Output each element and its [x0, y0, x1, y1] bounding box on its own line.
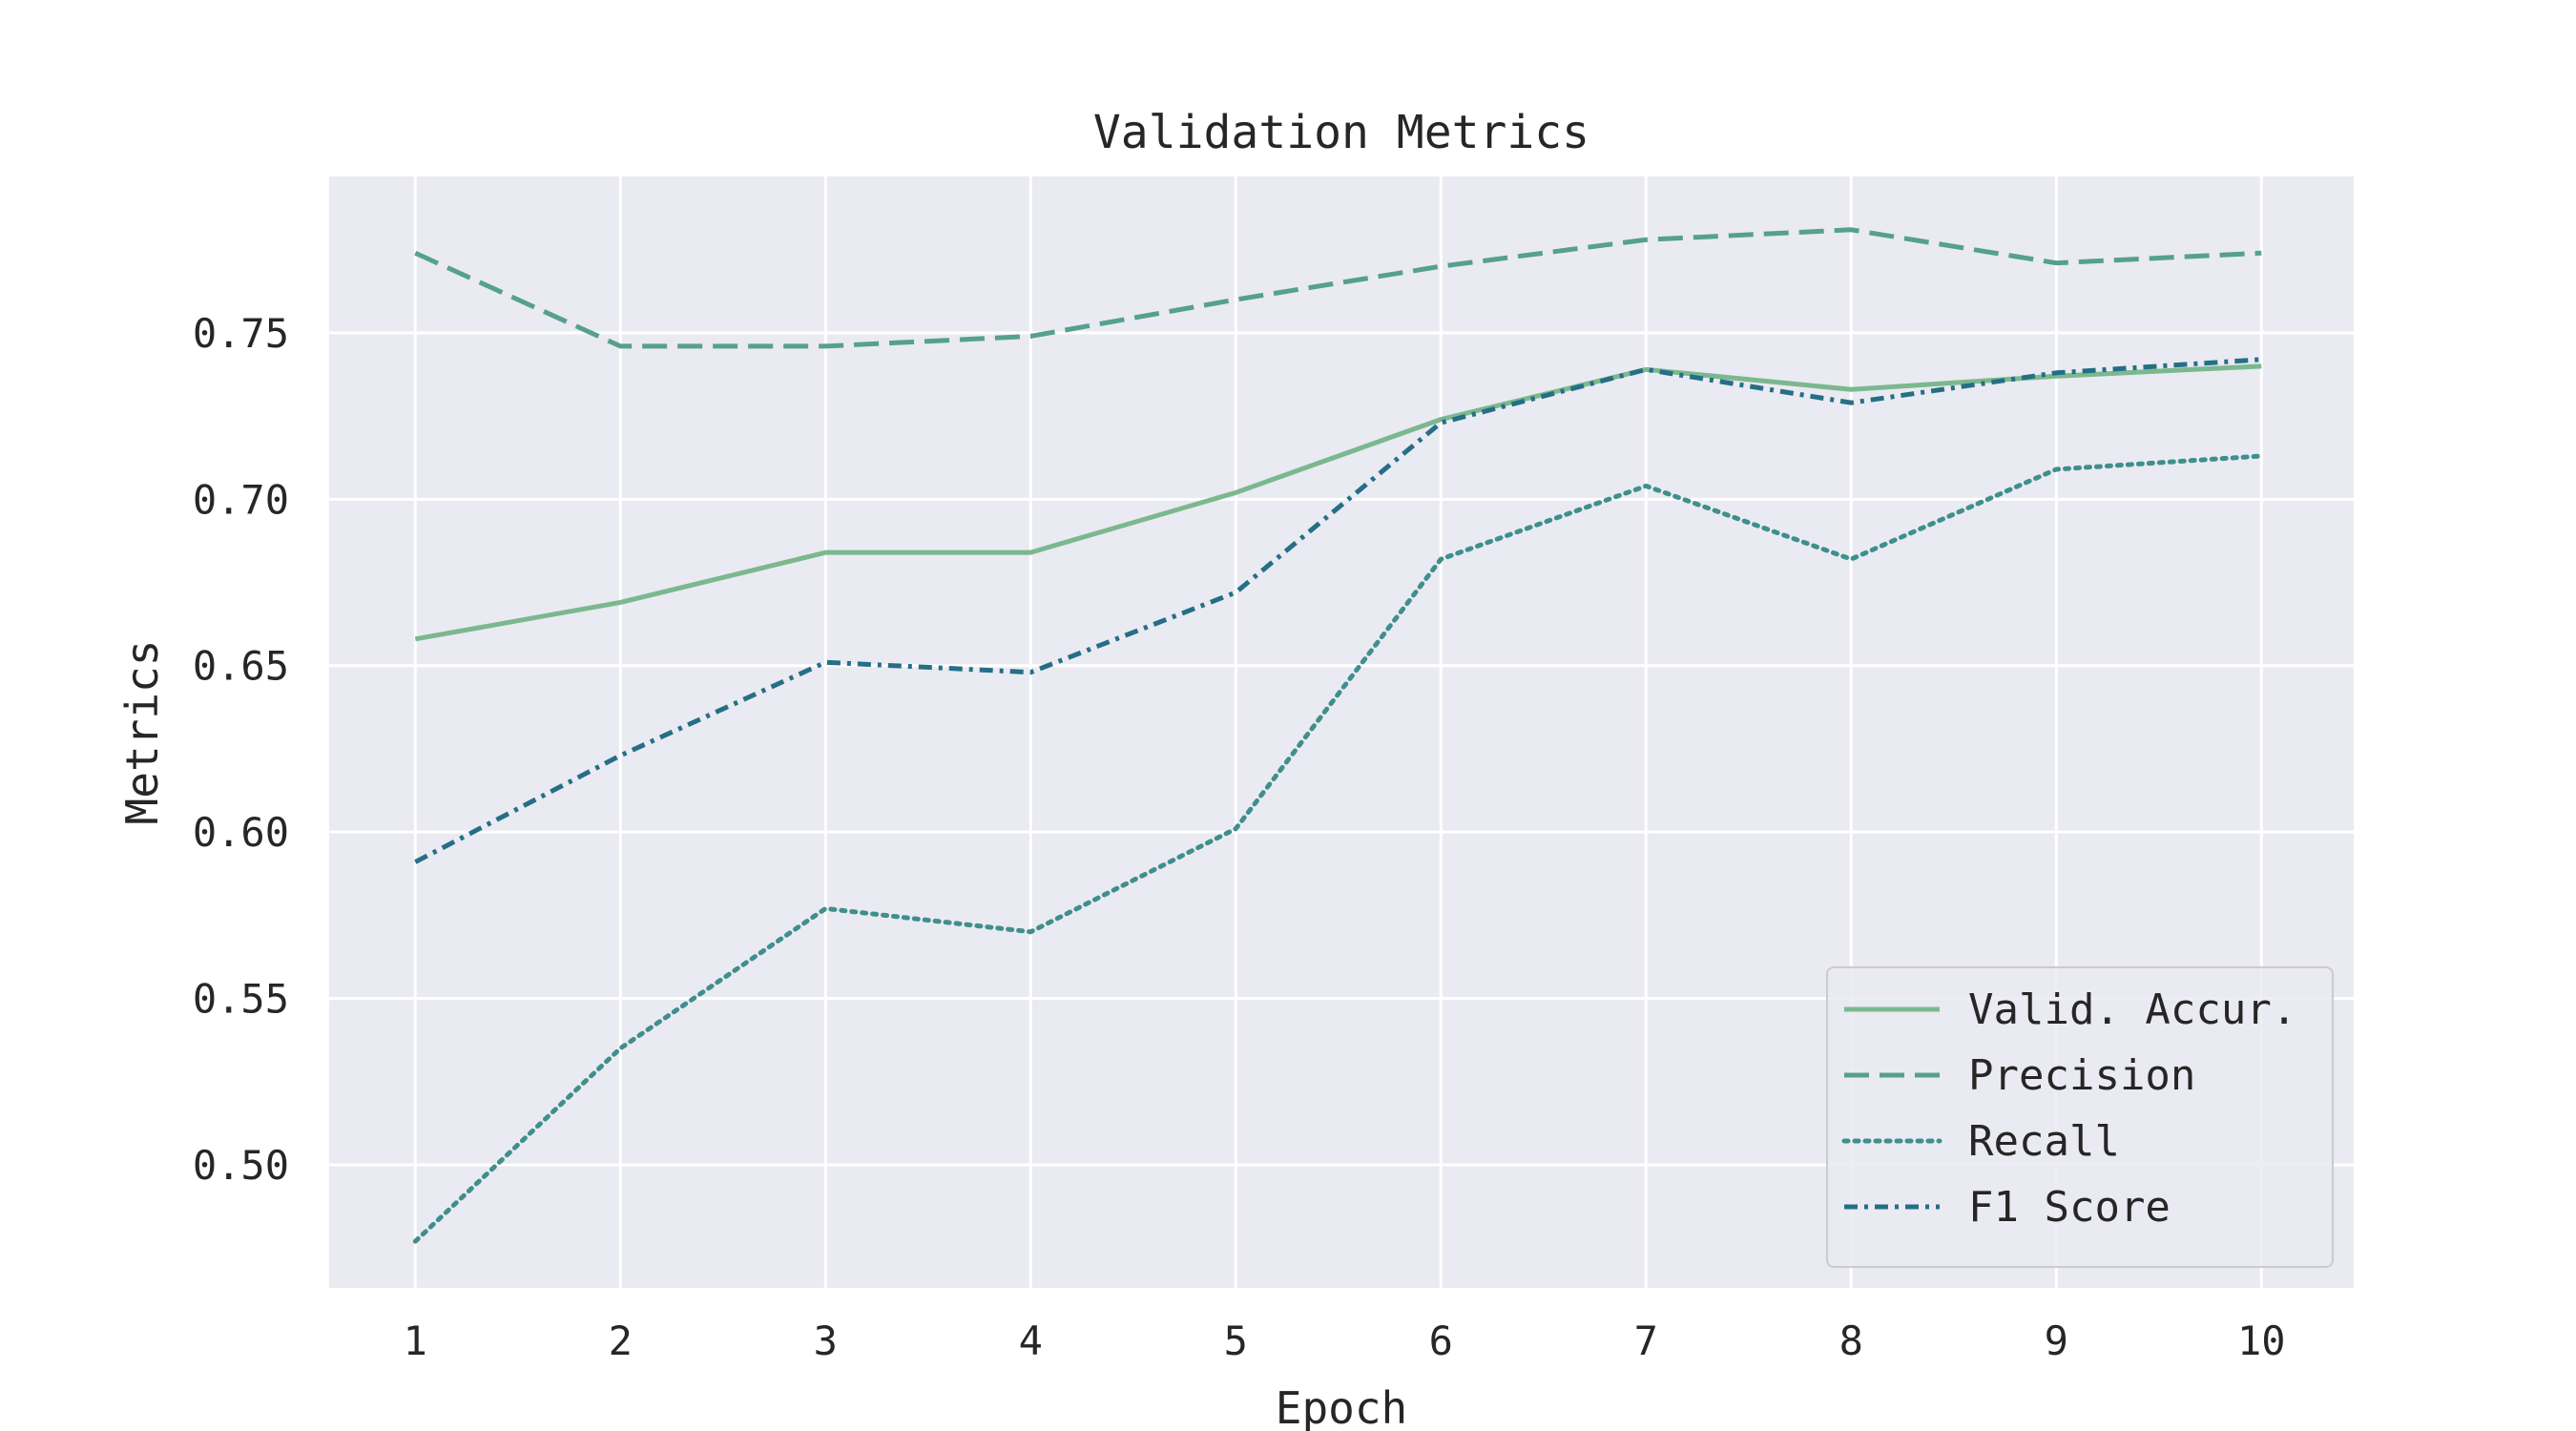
x-tick-label: 5	[1224, 1317, 1248, 1364]
y-tick-label: 0.65	[193, 643, 289, 690]
x-tick-label: 3	[814, 1317, 838, 1364]
x-tick-label: 8	[1839, 1317, 1863, 1364]
x-tick-label: 2	[609, 1317, 633, 1364]
chart-title: Validation Metrics	[1093, 106, 1589, 159]
legend-label: Valid. Accur.	[1968, 985, 2296, 1034]
y-tick-label: 0.70	[193, 476, 289, 523]
series-line	[414, 363, 2262, 642]
y-tick-label: 0.55	[193, 976, 289, 1023]
series-f1-score	[414, 357, 2262, 864]
series-layer	[412, 227, 2264, 1244]
x-tick-label: 6	[1429, 1317, 1453, 1364]
y-tick-labels: 0.50 0.55 0.60 0.65 0.70 0.75	[193, 310, 289, 1189]
legend: Valid. Accur. Precision Recall F1 Score	[1826, 966, 2334, 1268]
x-tick-label: 9	[2045, 1317, 2068, 1364]
x-tick-labels: 1 2 3 4 5 6 7 8 9 10	[404, 1317, 2286, 1364]
legend-box	[1826, 966, 2334, 1268]
series-line	[414, 357, 2262, 864]
y-tick-label: 0.60	[193, 809, 289, 856]
x-tick-label: 4	[1019, 1317, 1043, 1364]
legend-label: F1 Score	[1968, 1183, 2171, 1232]
x-tick-label: 7	[1634, 1317, 1658, 1364]
x-axis-title: Epoch	[1276, 1382, 1407, 1431]
y-axis-title: Metrics	[116, 640, 168, 825]
y-tick-label: 0.50	[193, 1142, 289, 1189]
y-tick-label: 0.75	[193, 310, 289, 357]
series-line	[414, 227, 2262, 349]
legend-label: Recall	[1968, 1117, 2120, 1166]
series-recall	[412, 453, 2264, 1244]
series-precision	[414, 227, 2262, 349]
legend-label: Precision	[1968, 1051, 2195, 1100]
x-tick-label: 1	[404, 1317, 427, 1364]
series-line	[412, 453, 2264, 1244]
x-tick-label: 10	[2237, 1317, 2286, 1364]
